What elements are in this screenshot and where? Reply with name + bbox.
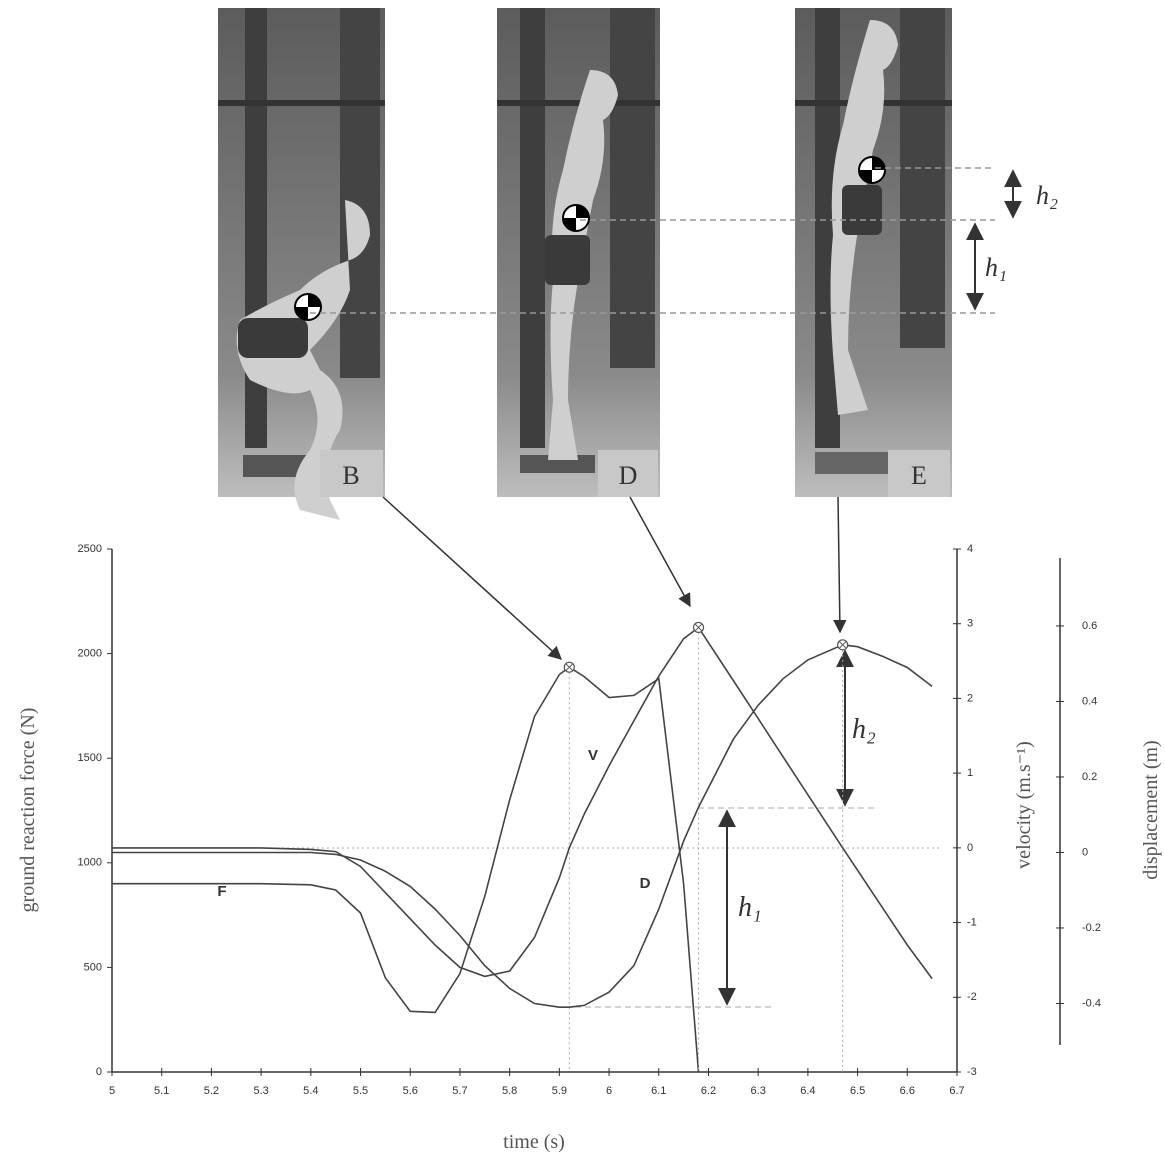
y2-tick-label: -2 [967, 991, 977, 1003]
y2-tick-label: 1 [967, 767, 973, 779]
chart-annotation: h₁ [738, 892, 762, 923]
x-tick-label: 6.5 [850, 1085, 865, 1097]
y3-axis-title: displacement (m) [1140, 740, 1162, 879]
series-label: F [217, 883, 226, 900]
y-tick-label: 1000 [78, 857, 102, 869]
link-arrows [382, 496, 847, 660]
series-line [112, 666, 700, 1073]
x-tick-label: 6.1 [651, 1085, 666, 1097]
y-tick-label: 2500 [78, 543, 102, 555]
x-tick-label: 5.4 [303, 1085, 318, 1097]
y3-tick-label: 0.2 [1082, 771, 1097, 783]
photo-d: D [497, 8, 660, 497]
y2-axis-title: velocity (m.s⁻¹) [1013, 741, 1035, 869]
x-tick-label: 6.7 [949, 1085, 964, 1097]
x-tick-label: 5 [109, 1085, 115, 1097]
y2-tick-label: -3 [967, 1066, 977, 1078]
chart-annotation: h₂ [852, 714, 876, 745]
peak-marker [692, 621, 705, 634]
x-tick-label: 5.5 [353, 1085, 368, 1097]
photo-label: D [619, 461, 638, 490]
y3-tick-label: -0.2 [1082, 922, 1101, 934]
x-tick-label: 6.3 [751, 1085, 766, 1097]
y-tick-label: 2000 [78, 648, 102, 660]
y-axis-title: ground reaction force (N) [17, 708, 39, 913]
x-tick-label: 5.3 [253, 1085, 268, 1097]
x-tick-label: 6 [606, 1085, 612, 1097]
y2-tick-label: 4 [967, 543, 973, 555]
y3-tick-label: -0.4 [1082, 997, 1101, 1009]
x-tick-label: 6.2 [701, 1085, 716, 1097]
x-tick-label: 6.4 [800, 1085, 815, 1097]
y-tick-label: 0 [96, 1066, 102, 1078]
y3-tick-label: 0.4 [1082, 695, 1097, 707]
marker-cross [694, 623, 703, 632]
x-tick-label: 5.8 [502, 1085, 517, 1097]
series-line [112, 643, 933, 1008]
peak-marker [837, 639, 849, 651]
x-tick-label: 5.7 [452, 1085, 467, 1097]
y-tick-label: 1500 [78, 752, 102, 764]
x-tick-label: 5.2 [204, 1085, 219, 1097]
photo-annotation: h₁ [985, 253, 1007, 282]
x-axis-title: time (s) [503, 1131, 565, 1153]
series-label: D [640, 875, 651, 892]
peak-marker [563, 661, 575, 673]
x-tick-label: 5.6 [403, 1085, 418, 1097]
series-label: V [588, 747, 598, 764]
y2-tick-label: 2 [967, 692, 973, 704]
y2-tick-label: -1 [967, 916, 977, 928]
series-line [112, 626, 933, 980]
x-tick-label: 6.6 [900, 1085, 915, 1097]
photo-label: B [342, 461, 359, 490]
photo-height-guides [310, 167, 995, 314]
photo-b: B [218, 8, 385, 520]
photo-label: E [911, 461, 927, 490]
photo-annotation: h₂ [1036, 181, 1058, 210]
y3-tick-label: 0.6 [1082, 620, 1097, 632]
x-tick-label: 5.9 [552, 1085, 567, 1097]
marker-cross [565, 663, 574, 672]
x-tick-label: 5.1 [154, 1085, 169, 1097]
photo-e: E [795, 8, 952, 497]
y2-tick-label: 3 [967, 618, 973, 630]
y-tick-label: 500 [84, 961, 102, 973]
axes [111, 549, 1061, 1073]
y3-tick-label: 0 [1082, 846, 1088, 858]
y2-tick-label: 0 [967, 842, 973, 854]
chart-guides [112, 807, 940, 1008]
marker-cross [838, 640, 847, 649]
